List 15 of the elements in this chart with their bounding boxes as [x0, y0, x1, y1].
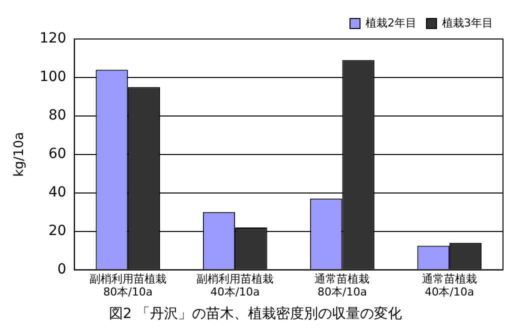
legend-label: 植栽3年目 — [442, 16, 493, 30]
x-tick-label: 通常苗植栽 40本/10a — [422, 272, 477, 298]
y-tick-label: 80 — [48, 108, 66, 124]
legend-label: 植栽2年目 — [366, 16, 417, 30]
y-tick-label: 20 — [48, 222, 66, 239]
x-tick-label: 副梢利用苗植栽 80本/10a — [89, 272, 166, 298]
x-tick-label: 副梢利用苗植栽 40本/10a — [196, 272, 274, 298]
y-tick-label: 100 — [40, 69, 66, 86]
y-tick-label: 60 — [48, 146, 66, 162]
y-tick-label: 0 — [57, 261, 66, 278]
y-tick-label: 40 — [48, 184, 66, 201]
text: 図2 「丹沢」の苗木、植栽密度別の収量の変化 — [108, 306, 402, 322]
x-tick-label: 通常苗植栽 80本/10a — [314, 272, 370, 298]
y-tick-label: 120 — [40, 30, 66, 47]
y-axis-title: kg/10a — [12, 132, 28, 177]
